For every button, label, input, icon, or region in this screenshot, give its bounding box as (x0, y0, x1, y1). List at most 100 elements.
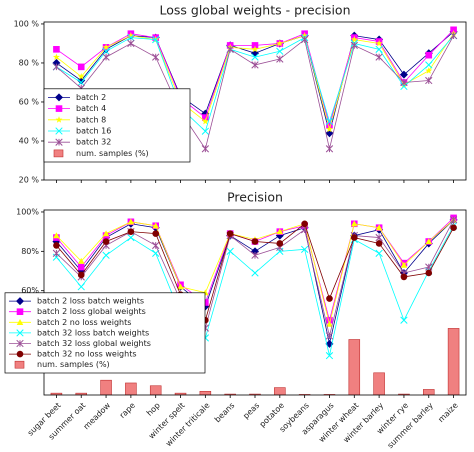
legend-marker (55, 116, 63, 123)
legend-marker (16, 350, 24, 358)
bar (274, 387, 286, 395)
legend-marker (54, 93, 64, 102)
y-tick-label: 60% (21, 286, 39, 295)
data-point (77, 257, 85, 264)
data-point (102, 230, 110, 237)
chart-title: Precision (227, 190, 283, 205)
data-point (152, 230, 160, 237)
data-point (325, 145, 334, 153)
legend-marker (55, 105, 63, 112)
data-point (276, 39, 284, 47)
data-point (127, 39, 135, 48)
data-point (350, 234, 358, 241)
data-point (425, 269, 433, 277)
data-point (251, 53, 259, 61)
legend-swatch (14, 360, 25, 369)
data-point (350, 41, 358, 50)
data-point (251, 42, 259, 49)
bar (125, 382, 137, 395)
data-point (202, 299, 209, 306)
x-tick-label: maize (436, 401, 459, 424)
legend-swatch (53, 149, 64, 158)
data-point (425, 238, 433, 245)
data-point (77, 263, 85, 271)
legend-label: num. samples (%) (37, 360, 110, 369)
legend-box (43, 88, 191, 163)
legend-marker (55, 127, 63, 135)
bar (423, 389, 435, 395)
data-point (77, 72, 85, 80)
data-point (449, 32, 458, 40)
x-tick-label: meadow (82, 401, 113, 432)
data-point (375, 233, 383, 242)
bar (249, 393, 261, 395)
legend-label: batch 32 no loss weights (37, 350, 137, 359)
data-point (400, 78, 408, 87)
bar (373, 372, 385, 395)
data-point (226, 230, 234, 237)
data-point (201, 145, 210, 153)
data-point (226, 247, 234, 255)
legend: batch 2 batch 4 batch 8 batch 16 batch 32 num… (43, 88, 191, 163)
data-point (52, 249, 61, 257)
x-tick-label: hop (145, 401, 162, 418)
data-point (350, 35, 358, 43)
data-point (300, 226, 309, 234)
y-tick-label: 100% (16, 207, 39, 216)
data-point (52, 63, 61, 71)
data-point (77, 78, 85, 87)
data-point (425, 76, 433, 85)
legend-marker (16, 319, 24, 325)
data-point (301, 32, 309, 39)
legend-label: batch 32 loss batch weights (37, 328, 149, 337)
bar (398, 393, 410, 395)
data-point (375, 240, 383, 247)
data-point (301, 220, 308, 228)
data-point (326, 316, 333, 324)
legend-label: batch 8 (76, 115, 106, 124)
legend-label: batch 2 loss batch weights (37, 297, 144, 306)
data-point (276, 55, 284, 63)
data-point (325, 332, 334, 340)
data-point (251, 251, 259, 259)
bar (149, 385, 162, 395)
data-point (127, 218, 135, 225)
data-point (77, 63, 85, 71)
data-point (300, 35, 309, 44)
legend-marker (16, 339, 24, 348)
data-point (400, 316, 408, 324)
legend-label: num. samples (%) (76, 149, 149, 158)
data-point (127, 228, 135, 235)
data-point (375, 39, 383, 47)
legend-label: batch 4 (76, 104, 106, 113)
data-point (425, 67, 433, 74)
data-point (102, 238, 110, 245)
data-point (127, 33, 135, 42)
data-point (375, 53, 383, 61)
data-point (375, 224, 383, 231)
x-tick-label: peas (241, 401, 261, 421)
x-tick-label: summer barley (386, 401, 435, 450)
data-point (250, 49, 260, 58)
y-tick-label: 60 % (19, 97, 40, 106)
legend-marker (16, 308, 24, 315)
data-point (152, 53, 160, 61)
data-point (251, 269, 259, 277)
data-point (450, 26, 457, 34)
y-tick-label: 40 % (19, 136, 40, 145)
data-point (102, 251, 110, 259)
data-point (251, 61, 259, 69)
data-point (53, 232, 60, 239)
x-tick-label: winter triticale (164, 401, 212, 449)
data-point (77, 283, 85, 291)
data-point (399, 70, 408, 79)
data-point (102, 53, 110, 61)
y-tick-label: 80 % (19, 58, 40, 67)
legend-box (4, 292, 206, 374)
data-point (276, 240, 284, 247)
data-point (251, 238, 259, 245)
y-tick-label: 80% (21, 247, 39, 256)
data-point (326, 295, 333, 302)
